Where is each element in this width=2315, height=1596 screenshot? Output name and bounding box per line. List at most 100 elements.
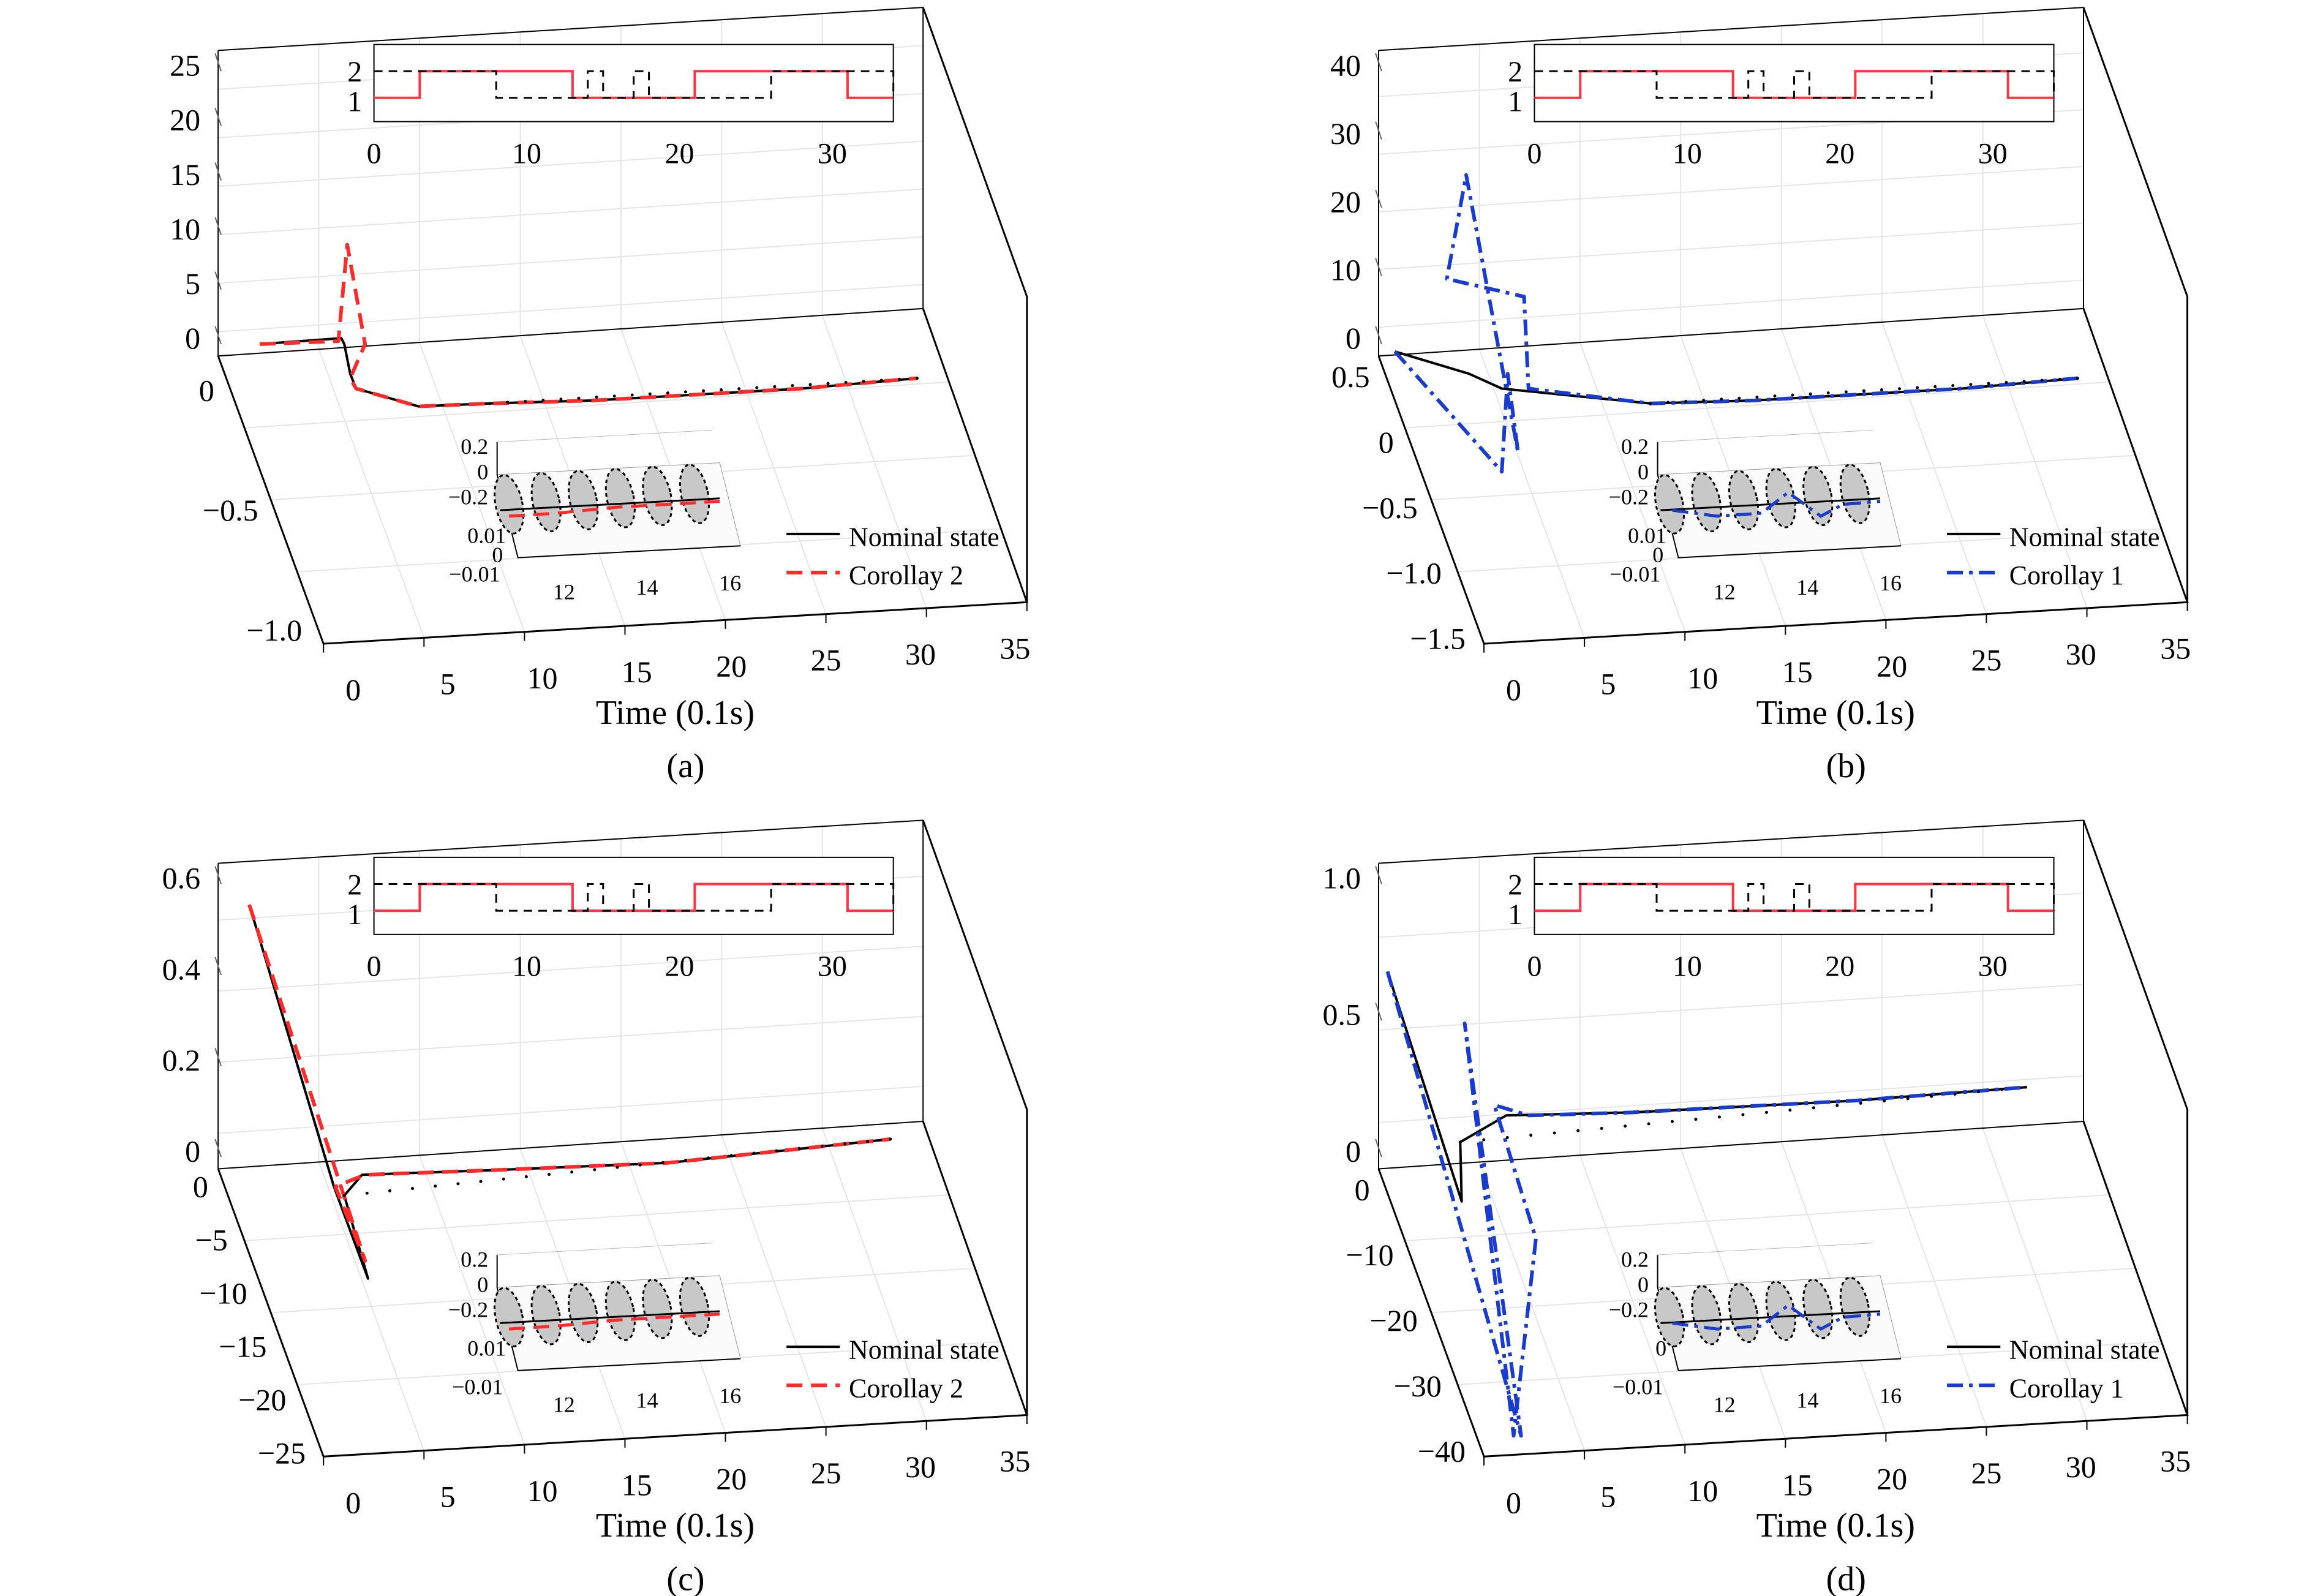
- zoom-y-tick: 0: [1652, 543, 1663, 567]
- uncertainty-ellipse: [679, 464, 710, 524]
- trajectory-marker: [1880, 388, 1883, 391]
- zoom-controller-line: [1672, 490, 1881, 518]
- zoom-y-tick: 0.01: [1628, 523, 1666, 548]
- uncertainty-ellipse: [1654, 474, 1685, 535]
- x-tick-label: 5: [440, 1480, 456, 1514]
- trajectory-marker: [488, 402, 492, 405]
- x-tick-label: 35: [999, 1444, 1030, 1478]
- uncertainty-ellipse: [530, 1285, 562, 1346]
- x-tick-label: 25: [1971, 643, 2002, 677]
- zoom-y-tick: 0: [492, 543, 503, 567]
- zoom-y-tick: −0.01: [1609, 562, 1660, 586]
- y-tick-label: 0: [193, 1170, 208, 1204]
- trajectory-marker: [1529, 1134, 1533, 1137]
- controller-trajectory: [247, 904, 891, 1263]
- uncertainty-ellipse: [530, 472, 562, 533]
- trajectory-marker: [1600, 1126, 1603, 1130]
- z-tick-label: 40: [1330, 48, 1361, 83]
- zoom-x-tick: 12: [1714, 1393, 1736, 1417]
- trajectory-marker: [737, 387, 741, 391]
- mode-inset-x-tick: 20: [665, 950, 694, 983]
- z-tick-label: 10: [170, 212, 200, 246]
- axes-floor-frame: [217, 1121, 1028, 1458]
- legend-label: Corollay 1: [2009, 1374, 2124, 1404]
- zoom-y-tick: −0.01: [449, 562, 500, 586]
- zoom-inset: 0.20−0.2 0.01 −0.01 12 14 16: [448, 1243, 741, 1417]
- mode-inset-y-tick: 1: [1508, 86, 1523, 118]
- trajectory-marker: [1883, 1099, 1886, 1103]
- trajectory-marker: [797, 1146, 801, 1150]
- zoom-z-tick: 0: [477, 1273, 488, 1297]
- trajectory-marker: [1987, 382, 1990, 385]
- trajectory-marker: [2024, 1085, 2027, 1089]
- x-tick-label: 15: [622, 1467, 652, 1502]
- mode-inset-x-tick: 30: [1978, 137, 2008, 170]
- zoom-z-tick: 0.2: [461, 434, 488, 459]
- trajectory-marker: [1930, 1094, 1933, 1098]
- x-tick-label: 10: [527, 661, 558, 695]
- x-tick-label: 35: [999, 631, 1030, 665]
- trajectory-marker: [889, 1137, 892, 1141]
- trajectory-marker: [1648, 402, 1652, 405]
- trajectory-marker: [1737, 396, 1741, 400]
- y-tick-label: −5: [195, 1223, 228, 1257]
- z-tick-mark: [214, 108, 222, 126]
- mode-signal-dashed: [374, 70, 895, 99]
- uncertainty-ellipse: [1839, 1276, 1870, 1337]
- trajectory-marker: [1717, 1115, 1721, 1119]
- trajectory-marker: [1844, 390, 1848, 394]
- nominal-trajectory: [259, 337, 917, 408]
- trajectory-marker: [915, 377, 919, 380]
- z-tick-label: 30: [1330, 116, 1361, 151]
- mode-inset-x-tick: 0: [367, 137, 382, 170]
- trajectory-marker: [2000, 1088, 2004, 1091]
- z-tick-mark: [214, 271, 222, 290]
- trajectory-marker: [826, 382, 830, 385]
- trajectory-marker: [1576, 1129, 1580, 1132]
- chart-panel-c: 00.20.40.60−5−10−15−20−250 5 10 15 20 25 30 35T…: [162, 819, 1030, 1596]
- trajectory-marker: [661, 1161, 664, 1164]
- axes-back-frame: [217, 820, 924, 1170]
- mode-inset-y-tick: 1: [347, 86, 362, 118]
- x-tick-label: 5: [440, 667, 456, 701]
- legend-label: Corollay 2: [849, 1374, 963, 1404]
- trajectory-marker: [1624, 1124, 1627, 1128]
- mode-inset-y-tick: 2: [1508, 868, 1523, 901]
- floor-gridline: [1404, 381, 2110, 429]
- trajectory-marker: [638, 1163, 642, 1167]
- zoom-z-tick: 0: [477, 459, 488, 484]
- mode-inset-y-tick: 1: [347, 898, 362, 931]
- mode-inset-x-tick: 20: [1825, 950, 1854, 983]
- uncertainty-ellipse: [642, 1279, 673, 1339]
- controller-trajectory: [1393, 173, 2078, 474]
- back-wall-gridline: [1378, 279, 2084, 328]
- trajectory-marker: [2076, 377, 2079, 380]
- x-tick-label: 25: [811, 1456, 841, 1490]
- trajectory-marker: [1953, 1092, 1957, 1096]
- x-tick-label: 15: [1782, 1467, 1813, 1502]
- trajectory-marker: [1969, 383, 1973, 386]
- y-tick-label: −10: [1346, 1238, 1393, 1272]
- trajectory-marker: [524, 1175, 528, 1178]
- trajectory-marker: [808, 383, 812, 386]
- z-tick-mark: [1375, 1139, 1382, 1157]
- axes-top-edge: [1378, 7, 2084, 51]
- mode-inset-x-tick: 30: [818, 950, 847, 983]
- trajectory-marker: [411, 1187, 415, 1191]
- z-tick-label: 0.6: [162, 861, 201, 895]
- axes-floor-frame: [1377, 1121, 2189, 1458]
- z-tick-mark: [214, 326, 222, 345]
- panel-caption: (a): [666, 747, 704, 785]
- axes-floor-frame: [1377, 308, 2189, 645]
- axes-right-frame: [2082, 7, 2189, 603]
- z-tick-label: 10: [1330, 253, 1361, 287]
- trajectory-marker: [615, 1165, 619, 1169]
- trajectory-marker: [1553, 1131, 1556, 1135]
- axes-top-edge: [1378, 819, 2084, 864]
- x-tick-label: 35: [2160, 631, 2191, 665]
- trajectory-marker: [1684, 399, 1688, 403]
- trajectory-marker: [773, 385, 777, 388]
- z-tick-label: 0: [1346, 1134, 1361, 1168]
- y-tick-label: 0.5: [1331, 359, 1370, 394]
